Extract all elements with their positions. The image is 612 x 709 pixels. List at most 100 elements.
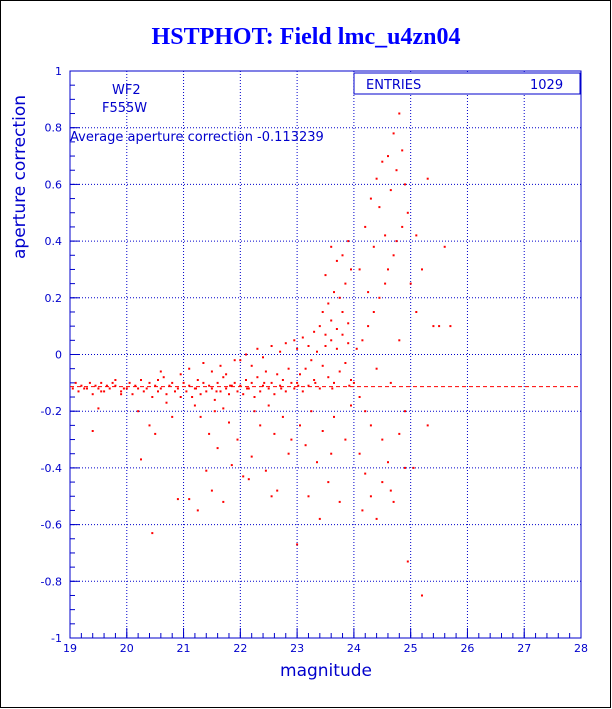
data-point (338, 500, 341, 503)
data-point (341, 311, 344, 313)
data-point (364, 225, 367, 228)
data-point (344, 438, 347, 441)
data-point (208, 432, 211, 435)
y-tick-label: -1 (51, 632, 62, 645)
data-point (350, 404, 352, 407)
data-point (239, 384, 242, 387)
data-point (188, 367, 191, 370)
data-point (297, 384, 300, 387)
data-point (401, 225, 404, 228)
data-point (347, 322, 350, 325)
y-tick-label: 0.4 (45, 235, 63, 248)
y-tick-label: -0.6 (41, 519, 62, 532)
data-point (389, 489, 392, 492)
data-point (128, 381, 131, 384)
data-point (404, 183, 406, 186)
data-point (358, 396, 361, 398)
data-point (318, 517, 321, 520)
data-point (307, 345, 310, 347)
data-point (253, 410, 256, 413)
data-point (219, 390, 222, 393)
data-point (250, 364, 253, 367)
data-point (341, 254, 344, 257)
axes (69, 70, 582, 639)
data-point (324, 333, 327, 336)
x-tick-label: 22 (233, 642, 247, 655)
data-point (304, 444, 307, 447)
data-point (358, 452, 361, 455)
data-point (262, 384, 264, 387)
data-point (267, 387, 270, 390)
data-point (304, 367, 307, 370)
data-point (406, 211, 409, 214)
data-point (426, 177, 429, 180)
data-point (415, 311, 418, 313)
data-point (247, 478, 250, 481)
data-point (338, 296, 341, 299)
data-point (222, 407, 225, 410)
data-point (364, 410, 367, 413)
data-point (154, 384, 157, 387)
data-point (151, 396, 154, 398)
data-point (364, 472, 367, 475)
data-point (131, 393, 134, 396)
data-point (412, 466, 415, 469)
data-point (208, 384, 211, 387)
data-point (225, 373, 228, 376)
data-point (202, 381, 205, 384)
data-point (193, 387, 196, 390)
data-point (281, 379, 284, 381)
data-point (307, 495, 310, 498)
data-point (426, 424, 429, 427)
data-point (165, 393, 168, 396)
data-point (296, 543, 299, 546)
data-point (290, 381, 293, 384)
data-point (242, 475, 245, 478)
data-point (347, 342, 350, 345)
data-point (168, 384, 171, 387)
data-point (389, 189, 392, 192)
data-point (159, 387, 162, 390)
data-point (372, 311, 375, 313)
data-point (330, 319, 333, 322)
data-point (438, 325, 441, 328)
data-point (213, 410, 216, 413)
x-tick-label: 19 (63, 642, 77, 655)
data-point (395, 240, 398, 243)
data-point (281, 415, 284, 418)
x-tick-label: 27 (517, 642, 531, 655)
data-point (270, 345, 273, 347)
data-point (432, 325, 435, 328)
data-point (174, 390, 176, 393)
data-point (293, 339, 296, 342)
x-tick-label: 20 (120, 642, 134, 655)
data-point (215, 390, 218, 393)
data-point (378, 296, 381, 299)
x-tick-label: 23 (290, 642, 304, 655)
data-points (71, 84, 452, 597)
data-point (97, 387, 100, 390)
y-tick-label: 0.2 (45, 292, 63, 305)
data-point (301, 390, 304, 393)
data-point (91, 430, 94, 432)
data-point (318, 325, 321, 328)
data-point (111, 381, 114, 384)
data-point (280, 387, 283, 390)
data-point (225, 387, 228, 390)
data-point (348, 384, 351, 387)
data-point (222, 500, 225, 503)
data-point (242, 393, 245, 396)
data-point (395, 169, 398, 172)
data-point (213, 398, 216, 401)
data-point (196, 509, 199, 512)
data-point (230, 384, 233, 387)
data-point (202, 362, 205, 364)
data-point (114, 384, 117, 387)
data-point (245, 353, 247, 356)
data-point (398, 112, 401, 115)
x-tick-label: 26 (460, 642, 474, 655)
data-point (236, 390, 239, 393)
data-point (210, 370, 213, 373)
data-point (140, 379, 142, 381)
data-point (193, 404, 196, 407)
